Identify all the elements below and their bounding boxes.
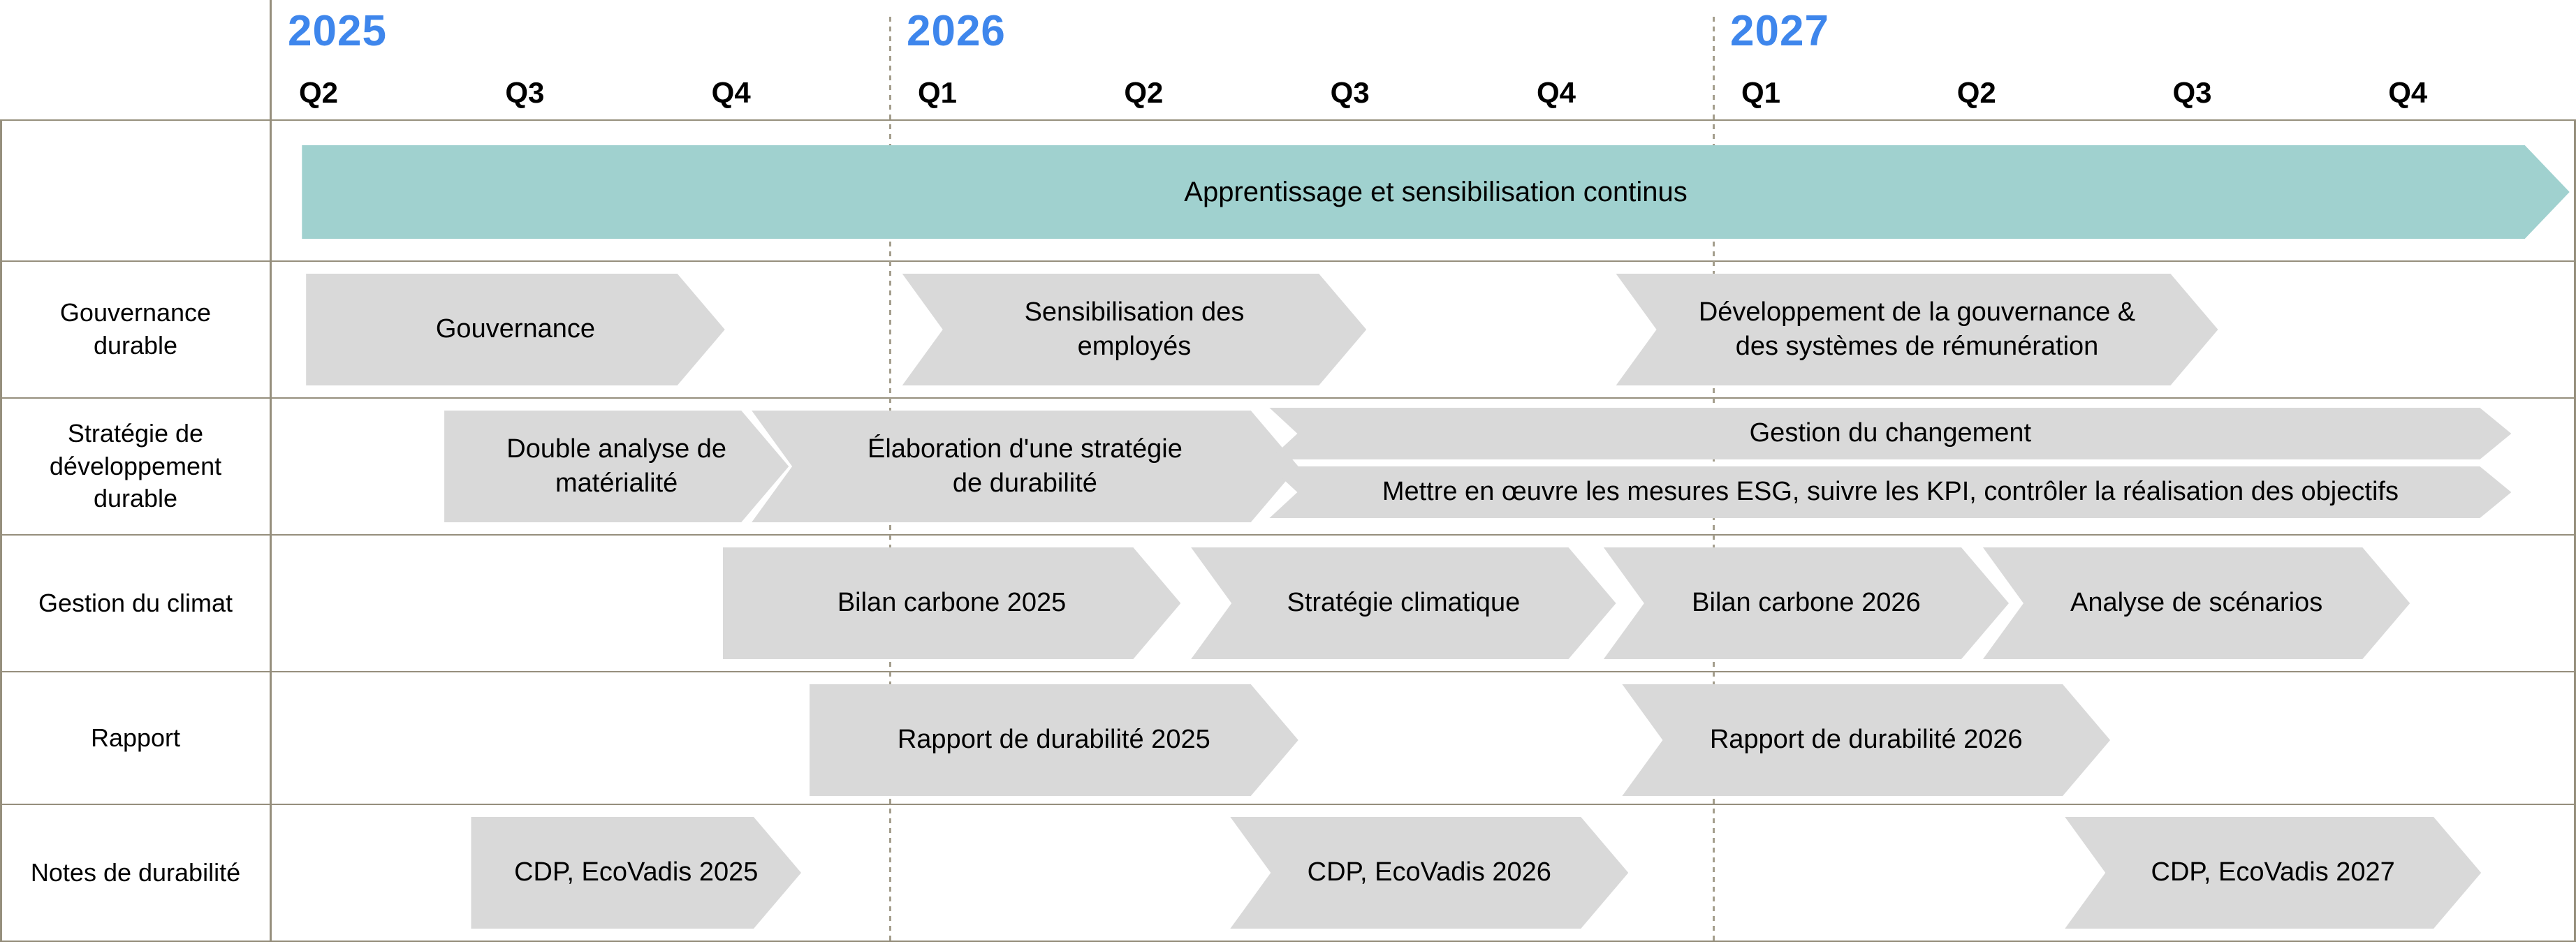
table-left-border — [0, 120, 2, 941]
row-separator-line — [0, 119, 2576, 121]
quarter-label: Q4 — [711, 76, 751, 109]
task-label: Rapport de durabilité 2025 — [897, 725, 1210, 755]
task-arrow: Analyse de scénarios — [1982, 547, 2410, 659]
row-separator-line — [0, 941, 2576, 942]
row-separator-line — [0, 260, 2576, 262]
year-label: 2026 — [906, 7, 1006, 55]
task-label: Gouvernance — [435, 314, 596, 344]
task-arrow: Gestion du changement — [1269, 408, 2512, 459]
task-arrow: Stratégie climatique — [1191, 547, 1616, 659]
quarter-label: Q2 — [299, 76, 339, 109]
task-arrow: Bilan carbone 2025 — [722, 547, 1181, 659]
task-label: CDP, EcoVadis 2025 — [514, 857, 759, 887]
task-arrow: Apprentissage et sensibilisation continu… — [302, 145, 2570, 239]
task-label: Développement de la gouvernance & des sy… — [1698, 297, 2136, 361]
task-label: Bilan carbone 2025 — [837, 588, 1067, 618]
label-column-divider — [270, 0, 272, 941]
task-label: Rapport de durabilité 2026 — [1709, 725, 2023, 755]
task-arrow: Mettre en œuvre les mesures ESG, suivre … — [1269, 466, 2512, 518]
task-arrow: CDP, EcoVadis 2027 — [2065, 817, 2482, 929]
task-arrow: Rapport de durabilité 2026 — [1622, 684, 2110, 796]
task-arrow: Rapport de durabilité 2025 — [809, 684, 1298, 796]
row-separator-line — [0, 671, 2576, 672]
quarter-label: Q3 — [1330, 76, 1370, 109]
task-arrow: Gouvernance — [306, 274, 725, 385]
quarter-label: Q1 — [917, 76, 958, 109]
task-label: CDP, EcoVadis 2027 — [2151, 857, 2395, 887]
quarter-label: Q2 — [1956, 76, 1996, 109]
quarter-label: Q4 — [2388, 76, 2428, 109]
task-label: Sensibilisation des employés — [1024, 297, 1245, 361]
row-label: Rapport — [90, 723, 181, 752]
task-label: Analyse de scénarios — [2070, 588, 2323, 618]
task-arrow: Double analyse de matérialité — [444, 411, 789, 522]
task-label: Mettre en œuvre les mesures ESG, suivre … — [1382, 477, 2399, 507]
year-label: 2027 — [1730, 7, 1829, 55]
task-arrow: CDP, EcoVadis 2026 — [1230, 817, 1629, 929]
year-label: 2025 — [288, 7, 387, 55]
quarter-label: Q2 — [1124, 76, 1164, 109]
table-right-border — [2574, 120, 2576, 941]
row-separator-line — [0, 534, 2576, 536]
row-label: Gouvernance durable — [59, 298, 212, 360]
task-label: Double analyse de matérialité — [506, 434, 727, 498]
task-label: Élaboration d'une stratégie de durabilit… — [867, 434, 1183, 498]
quarter-label: Q4 — [1536, 76, 1576, 109]
task-arrow: CDP, EcoVadis 2025 — [471, 817, 801, 929]
task-arrow: Sensibilisation des employés — [902, 274, 1367, 385]
row-label: Stratégie de développement durable — [49, 418, 222, 513]
task-arrow: Développement de la gouvernance & des sy… — [1616, 274, 2218, 385]
row-label: Gestion du climat — [38, 588, 233, 617]
task-label: Bilan carbone 2026 — [1692, 588, 1921, 618]
task-label: Apprentissage et sensibilisation continu… — [1184, 177, 1688, 207]
quarter-label: Q1 — [1741, 76, 1781, 109]
quarter-label: Q3 — [2172, 76, 2212, 109]
task-label: Stratégie climatique — [1287, 588, 1521, 618]
task-label: Gestion du changement — [1749, 418, 2032, 448]
quarter-label: Q3 — [505, 76, 545, 109]
task-label: CDP, EcoVadis 2026 — [1307, 857, 1551, 887]
row-separator-line — [0, 804, 2576, 805]
row-separator-line — [0, 397, 2576, 399]
row-label: Notes de durabilité — [30, 857, 241, 887]
task-arrow: Élaboration d'une stratégie de durabilit… — [752, 411, 1298, 522]
task-arrow: Bilan carbone 2026 — [1603, 547, 2009, 659]
